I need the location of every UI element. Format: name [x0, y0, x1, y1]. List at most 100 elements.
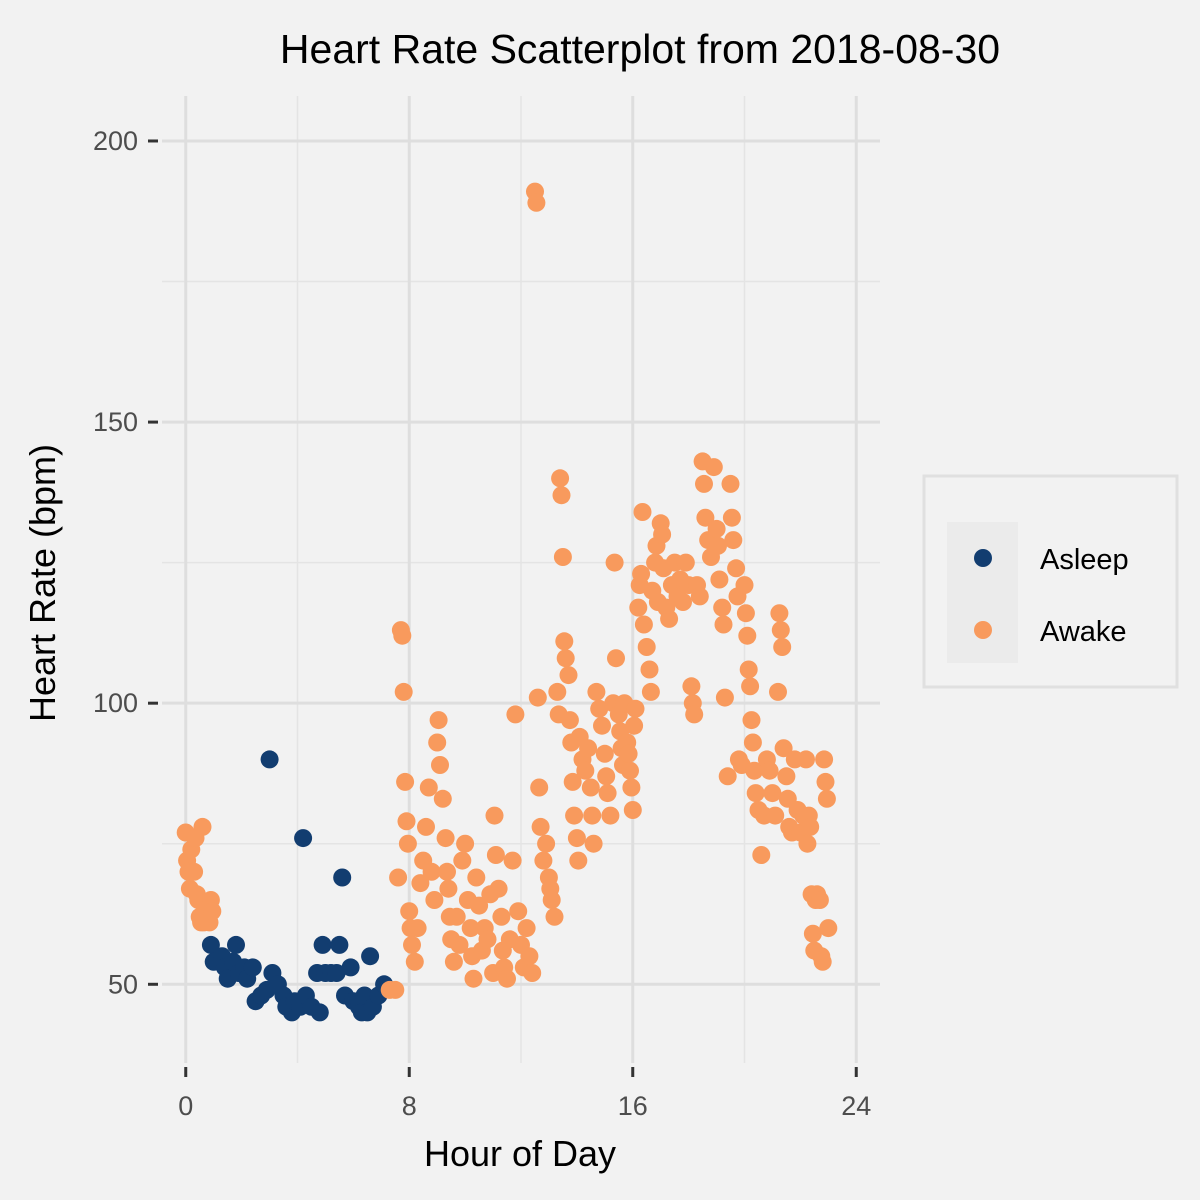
data-point-awake [621, 761, 639, 780]
data-point-asleep [201, 935, 220, 954]
data-point-awake [433, 789, 452, 808]
data-point-awake [567, 829, 586, 848]
data-point-asleep [310, 1003, 329, 1022]
data-point-awake [489, 879, 508, 898]
data-point-awake [813, 952, 832, 971]
data-point-awake [509, 902, 528, 921]
data-point-awake [713, 598, 732, 617]
data-point-awake [531, 817, 550, 836]
data-point-awake [707, 519, 726, 538]
series-asleep [201, 750, 394, 1022]
data-point-awake [453, 851, 472, 870]
data-point-awake [467, 868, 486, 887]
data-point-awake [530, 778, 549, 797]
data-point-awake [389, 868, 408, 887]
data-point-awake [623, 801, 642, 819]
data-point-awake [752, 846, 771, 864]
series-awake [176, 182, 838, 999]
data-point-awake [637, 638, 656, 656]
data-point-awake [523, 964, 542, 982]
data-point-awake [597, 767, 616, 786]
data-point-asleep [243, 958, 262, 977]
data-point-awake [590, 699, 609, 718]
data-point-awake [548, 682, 567, 701]
data-point-awake [470, 896, 489, 915]
x-tick-label: 0 [178, 1091, 193, 1121]
data-point-asleep [313, 935, 332, 954]
data-point-awake [653, 525, 672, 544]
data-point-awake [727, 559, 746, 578]
data-point-awake [760, 761, 779, 780]
data-point-awake [674, 593, 692, 611]
data-point-asleep [227, 935, 245, 954]
data-point-awake [579, 739, 598, 758]
data-point-awake [742, 711, 761, 730]
data-point-awake [584, 834, 603, 853]
data-point-awake [721, 474, 740, 493]
data-point-awake [461, 919, 480, 938]
data-point-awake [555, 632, 574, 651]
data-point-awake [777, 767, 796, 786]
data-point-awake [438, 862, 456, 881]
data-point-awake [396, 772, 415, 791]
data-point-awake [478, 930, 497, 949]
data-point-awake [408, 919, 427, 938]
y-tick-label: 50 [108, 969, 138, 999]
data-point-awake [436, 829, 455, 848]
data-point-awake [581, 778, 600, 797]
data-point-awake [559, 666, 578, 685]
data-point-awake [464, 969, 483, 988]
data-point-asleep [341, 958, 360, 977]
data-point-awake [816, 772, 835, 791]
data-point-awake [817, 789, 836, 808]
data-point-awake [622, 778, 641, 797]
data-point-awake [595, 744, 614, 763]
data-point-awake [685, 705, 704, 724]
data-point-awake [405, 952, 424, 971]
data-point-awake [746, 784, 765, 803]
y-axis: 50 100 150 200 [93, 126, 158, 999]
data-point-awake [801, 817, 820, 836]
data-point-awake [634, 615, 653, 634]
data-point-awake [498, 969, 516, 988]
data-point-awake [456, 834, 475, 853]
data-point-asleep [333, 868, 352, 887]
data-point-awake [450, 935, 469, 954]
data-point-awake [696, 508, 715, 527]
data-point-asleep [260, 750, 279, 769]
legend-key-background [947, 522, 1018, 663]
data-point-awake [425, 891, 444, 909]
data-point-awake [738, 626, 757, 645]
data-point-awake [386, 980, 405, 999]
data-point-awake [492, 907, 511, 926]
plot-area [162, 96, 880, 1063]
x-axis-title: Hour of Day [424, 1133, 616, 1174]
data-point-awake [601, 806, 620, 825]
data-point-awake [798, 834, 817, 853]
data-point-awake [560, 711, 579, 730]
data-point-awake [552, 486, 571, 505]
data-point-awake [690, 587, 709, 606]
data-point-awake [398, 834, 417, 853]
data-point-awake [724, 531, 743, 550]
data-point-awake [400, 902, 419, 921]
data-point-awake [704, 458, 723, 477]
legend-label-awake: Awake [1040, 616, 1127, 648]
data-point-awake [394, 682, 413, 701]
data-point-awake [485, 806, 504, 825]
y-tick-label: 200 [93, 126, 138, 156]
x-tick-label: 24 [841, 1091, 871, 1121]
data-point-awake [743, 733, 762, 752]
data-point-awake [715, 688, 734, 707]
chart-title: Heart Rate Scatterplot from 2018-08-30 [280, 26, 1000, 72]
x-tick-label: 8 [402, 1091, 417, 1121]
data-point-awake [422, 862, 441, 881]
data-point-awake [444, 952, 463, 971]
data-point-awake [682, 677, 701, 696]
data-point-awake [537, 834, 556, 853]
data-point-awake [607, 649, 625, 668]
data-point-asleep [361, 947, 380, 966]
legend-key-awake [974, 621, 992, 639]
data-point-awake [598, 784, 617, 803]
